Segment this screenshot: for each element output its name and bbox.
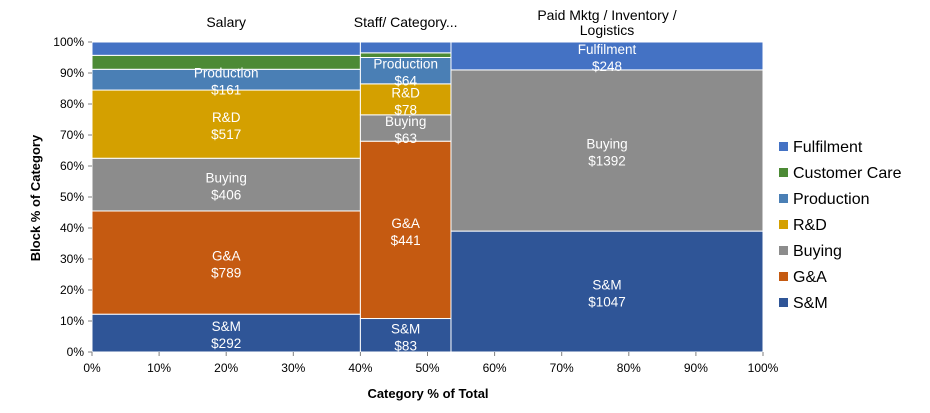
segment-value: $1047: [588, 295, 626, 310]
segment-paid-mktg-inventory-logistics-fulfilment: [450, 41, 764, 71]
legend-swatch-customer-care: [779, 168, 788, 177]
chart-legend: Fulfilment Customer Care Production R&D Buyi…: [779, 139, 902, 312]
segment-salary-ganda: [91, 210, 361, 315]
segment-staff-category-buying: [359, 114, 452, 142]
segment-labels: S&M $292 G&A $789 Buying $406 R&D $517 Productio…: [194, 42, 637, 353]
category-title: Salary: [206, 14, 246, 30]
segment-label: Buying: [586, 137, 627, 152]
segment-value: $78: [394, 102, 417, 117]
segment-value: $406: [211, 188, 241, 203]
legend-swatch-randd: [779, 220, 788, 229]
legend-swatch-sandm: [779, 298, 788, 307]
segment-label: R&D: [212, 110, 241, 125]
segment-paid-mktg-inventory-logistics-sandm: [450, 230, 764, 353]
x-tick-label: 30%: [281, 361, 305, 375]
segment-label: R&D: [391, 85, 420, 100]
segment-label: Production: [194, 66, 259, 81]
y-axis-title: Block % of Category: [28, 134, 43, 261]
segment-value: $161: [211, 83, 241, 98]
segment-label: Production: [373, 57, 438, 72]
segment-value: $517: [211, 127, 241, 142]
legend-label-production: Production: [793, 191, 870, 208]
y-tick-label: 40%: [60, 221, 84, 235]
legend-swatch-ganda: [779, 272, 788, 281]
y-tick-label: 80%: [60, 97, 84, 111]
segment-value: $63: [394, 131, 417, 146]
legend-label-sandm: S&M: [793, 295, 828, 312]
segment-paid-mktg-inventory-logistics-buying: [450, 69, 764, 232]
legend-label-ganda: G&A: [793, 269, 827, 286]
segment-salary-fulfilment: [91, 41, 361, 56]
segment-label: Fulfilment: [578, 42, 637, 57]
legend-label-randd: R&D: [793, 217, 827, 234]
category-titles: Salary Staff/ Category... Paid Mktg / Inve…: [206, 7, 676, 38]
legend-swatch-production: [779, 194, 788, 203]
x-tick-label: 10%: [147, 361, 171, 375]
y-tick-label: 70%: [60, 128, 84, 142]
segment-value: $248: [592, 59, 622, 74]
segment-value: $1392: [588, 154, 626, 169]
x-axis-title: Category % of Total: [367, 386, 488, 401]
segment-staff-category-sandm: [359, 318, 452, 353]
x-tick-label: 90%: [684, 361, 708, 375]
x-tick-label: 80%: [617, 361, 641, 375]
segment-value: $441: [391, 233, 421, 248]
segment-value: $789: [211, 266, 241, 281]
category-title: Paid Mktg / Inventory /: [537, 7, 676, 23]
segment-label: G&A: [212, 249, 241, 264]
y-tick-label: 30%: [60, 252, 84, 266]
segment-staff-category-fulfilment: [359, 41, 452, 54]
x-tick-label: 40%: [348, 361, 372, 375]
x-tick-label: 20%: [214, 361, 238, 375]
chart-segments: [91, 41, 764, 353]
segment-value: $83: [394, 338, 417, 353]
y-tick-label: 20%: [60, 283, 84, 297]
legend-label-fulfilment: Fulfilment: [793, 139, 863, 156]
segment-staff-category-randd: [359, 83, 452, 116]
segment-label: Buying: [206, 171, 247, 186]
legend-label-buying: Buying: [793, 243, 842, 260]
segment-label: G&A: [391, 216, 420, 231]
segment-salary-randd: [91, 89, 361, 159]
x-tick-label: 100%: [748, 361, 779, 375]
x-tick-label: 0%: [83, 361, 101, 375]
x-axis: 0% 10% 20% 30% 40% 50% 60% 70% 80% 90% 100%: [83, 352, 779, 375]
category-title: Staff/ Category...: [354, 14, 458, 30]
legend-swatch-fulfilment: [779, 142, 788, 151]
category-title: Logistics: [580, 22, 634, 38]
x-tick-label: 70%: [550, 361, 574, 375]
segment-label: S&M: [391, 321, 420, 336]
y-tick-label: 60%: [60, 159, 84, 173]
legend-label-customer-care: Customer Care: [793, 165, 902, 182]
segment-label: S&M: [212, 319, 241, 334]
legend-swatch-buying: [779, 246, 788, 255]
segment-label: Buying: [385, 114, 426, 129]
x-tick-label: 60%: [483, 361, 507, 375]
segment-value: $292: [211, 336, 241, 351]
y-axis: 0% 10% 20% 30% 40% 50% 60% 70% 80% 90% 100%: [53, 35, 92, 359]
y-tick-label: 10%: [60, 314, 84, 328]
y-tick-label: 50%: [60, 190, 84, 204]
y-tick-label: 0%: [67, 345, 85, 359]
x-tick-label: 50%: [415, 361, 439, 375]
y-tick-label: 100%: [53, 35, 84, 49]
segment-value: $64: [394, 74, 417, 89]
y-tick-label: 90%: [60, 66, 84, 80]
segment-staff-category-ganda: [359, 140, 452, 320]
segment-label: S&M: [592, 278, 621, 293]
